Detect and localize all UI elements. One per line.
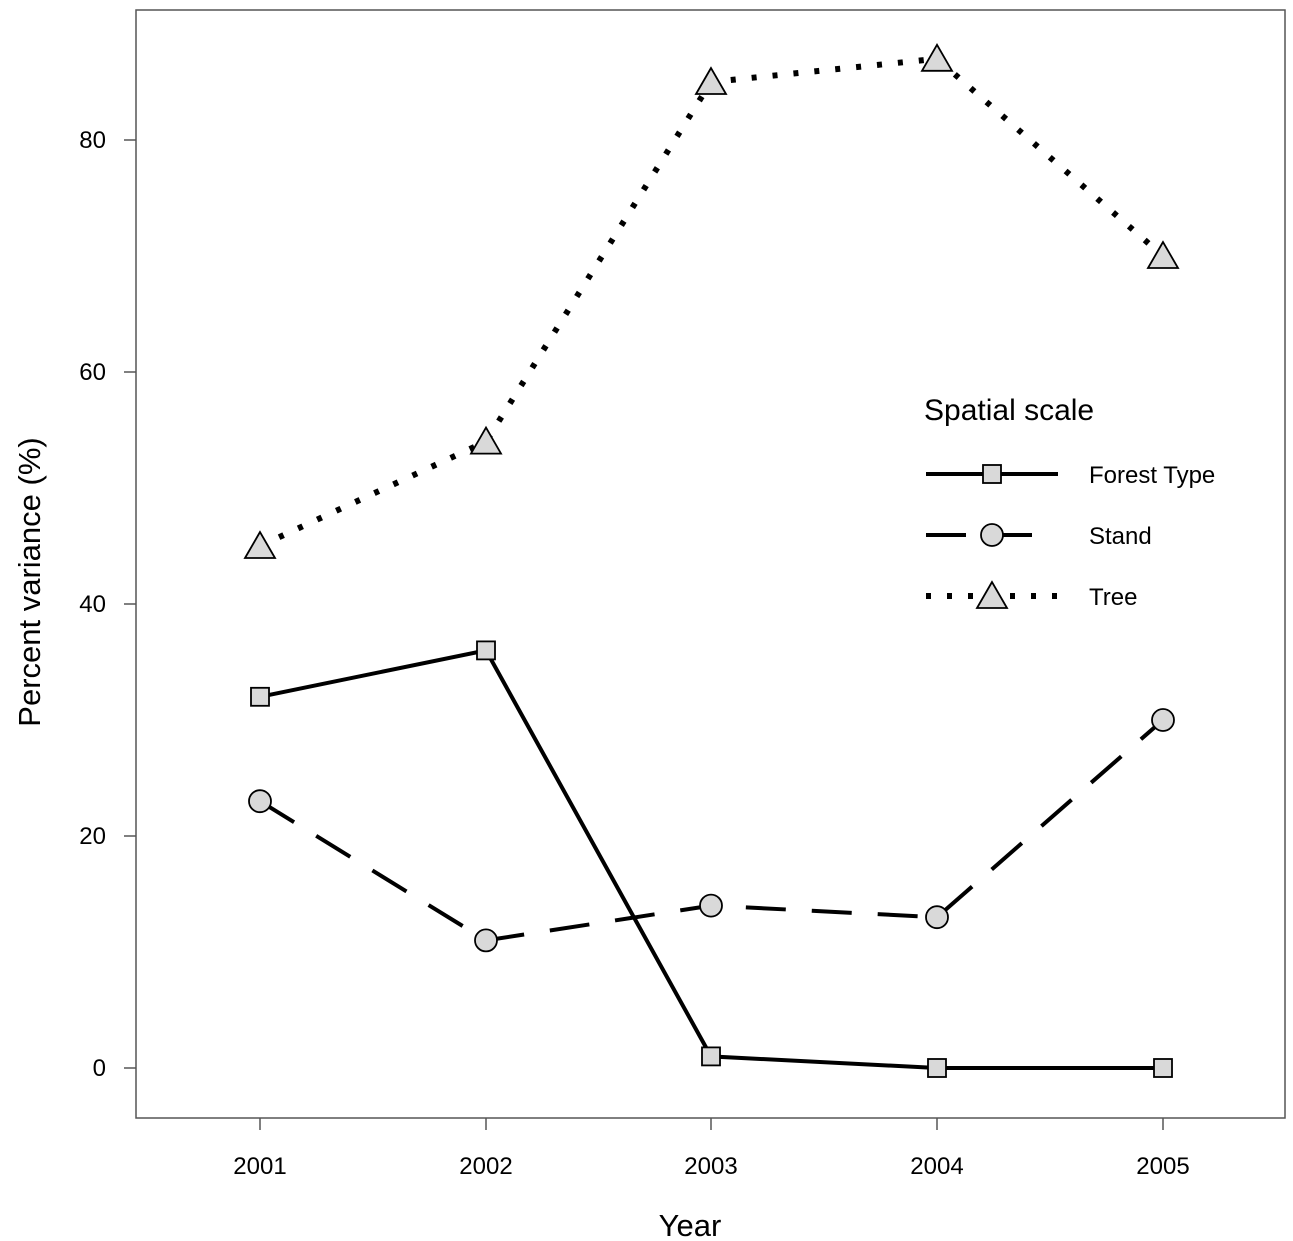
legend-marker-tree <box>975 580 1009 609</box>
legend-label-forest-type: Forest Type <box>1089 462 1215 489</box>
y-axis: 0 20 40 60 80 <box>79 127 136 1082</box>
legend-title: Spatial scale <box>924 394 1094 427</box>
legend-marker-stand <box>980 523 1004 547</box>
legend-label-tree: Tree <box>1089 584 1137 611</box>
data-point-forest-type <box>927 1058 947 1078</box>
legend-item-stand: Stand <box>926 523 1152 550</box>
data-point-forest-type <box>701 1046 721 1067</box>
legend-item-forest-type: Forest Type <box>926 462 1215 489</box>
y-tick-label: 20 <box>79 823 106 850</box>
data-point-stand <box>699 893 723 918</box>
series-tree <box>243 42 1180 559</box>
x-tick-label: 2004 <box>910 1153 963 1180</box>
data-point-stand <box>1151 708 1175 732</box>
y-tick-label: 40 <box>79 591 106 618</box>
y-tick-label: 60 <box>79 359 106 386</box>
legend-marker-forest-type <box>982 464 1002 484</box>
data-point-tree <box>694 66 728 95</box>
series-stand <box>248 708 1175 953</box>
data-point-tree <box>243 530 277 559</box>
x-tick-label: 2001 <box>233 1153 286 1180</box>
data-point-forest-type <box>250 686 270 707</box>
series-line-forest-type <box>259 648 1163 1070</box>
data-point-forest-type <box>476 640 496 661</box>
legend: Spatial scale Forest Type Stand Tree <box>924 394 1215 611</box>
x-axis: 2001 2002 2003 2004 2005 <box>233 1118 1190 1180</box>
data-point-stand <box>248 789 272 814</box>
legend-item-tree: Tree <box>926 580 1137 611</box>
data-point-tree <box>1146 240 1180 269</box>
y-tick-label: 0 <box>93 1055 106 1082</box>
x-tick-label: 2005 <box>1136 1153 1189 1180</box>
data-point-stand <box>474 928 498 953</box>
data-point-forest-type <box>1153 1058 1173 1078</box>
data-point-stand <box>925 905 949 930</box>
y-tick-label: 80 <box>79 127 106 154</box>
x-tick-label: 2002 <box>459 1153 512 1180</box>
legend-label-stand: Stand <box>1089 523 1152 550</box>
y-axis-title: Percent variance (%) <box>12 437 47 726</box>
series-forest-type <box>250 640 1173 1078</box>
x-tick-label: 2003 <box>684 1153 737 1180</box>
x-axis-title: Year <box>659 1208 722 1241</box>
series-layer <box>243 42 1180 1078</box>
data-point-tree <box>920 42 954 72</box>
data-point-tree <box>469 425 503 455</box>
plot-frame <box>135 9 1286 1119</box>
